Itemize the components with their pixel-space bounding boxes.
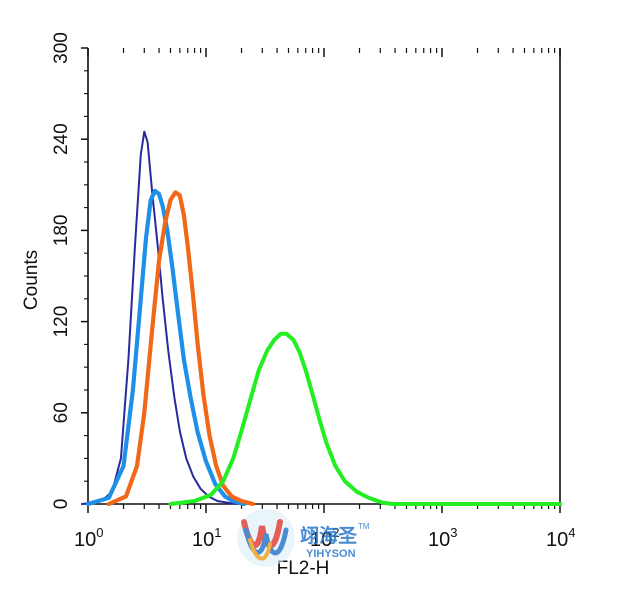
- watermark-en-text: YIHYSON: [306, 548, 356, 560]
- y-tick-label: 300: [51, 32, 72, 64]
- x-tick-exponent: 0: [96, 525, 103, 540]
- x-tick-exponent: 4: [568, 525, 575, 540]
- x-tick-label: 104: [546, 525, 575, 551]
- watermark-tm-text: TM: [358, 522, 370, 531]
- series-line-4: [168, 331, 562, 506]
- x-tick-label: 103: [428, 525, 457, 551]
- series-line-1: [81, 130, 238, 505]
- x-tick-labels: 100 101 102 103 104: [74, 525, 575, 551]
- x-tick-label: 101: [192, 525, 221, 551]
- x-axis-label: FL2-H: [277, 558, 330, 579]
- y-tick-labels: 0 60 120 180 240 300: [51, 32, 72, 509]
- x-tick-base: 10: [74, 529, 96, 551]
- x-tick-label: 100: [74, 525, 103, 551]
- y-tick-label: 240: [51, 123, 72, 155]
- x-tick-base: 10: [310, 529, 332, 551]
- x-tick-base: 10: [192, 529, 214, 551]
- watermark-logo: 翊海圣 TM YIHYSON: [237, 509, 370, 567]
- y-axis-label: Counts: [21, 250, 42, 310]
- y-tick-label: 180: [51, 215, 72, 247]
- y-tick-label: 0: [51, 499, 72, 510]
- y-tick-label: 60: [51, 402, 72, 423]
- x-tick-exponent: 1: [214, 525, 221, 540]
- x-tick-exponent: 3: [450, 525, 457, 540]
- series-line-2: [85, 188, 247, 507]
- x-tick-base: 10: [546, 529, 568, 551]
- y-tick-label: 120: [51, 306, 72, 338]
- x-tick-label: 102: [310, 525, 339, 551]
- series-layer: [81, 130, 562, 507]
- x-tick-exponent: 2: [332, 525, 339, 540]
- series-line-3: [106, 190, 256, 507]
- x-tick-base: 10: [428, 529, 450, 551]
- watermark-emblem-icon: [237, 509, 295, 567]
- watermark-cn-text: 翊海圣: [300, 524, 358, 547]
